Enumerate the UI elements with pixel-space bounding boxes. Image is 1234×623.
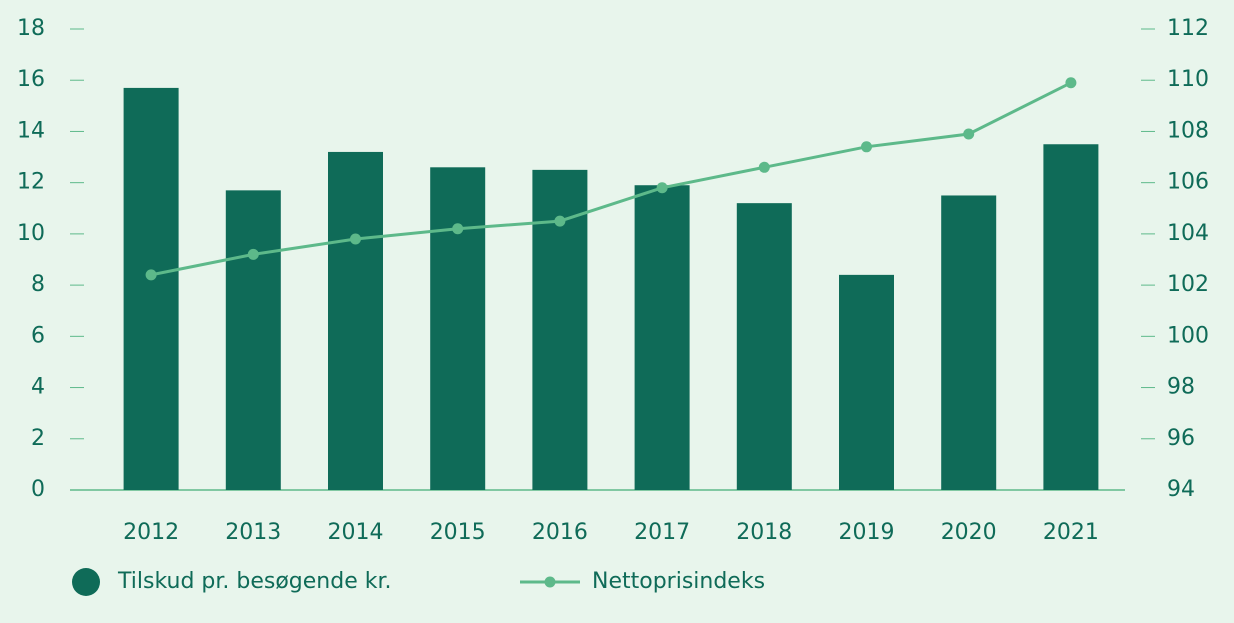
bar [634,185,690,490]
y-tick-label: 12 [17,170,45,195]
x-tick-label: 2013 [225,520,281,545]
y2-tick-label: 112 [1167,16,1209,41]
legend-label: Nettoprisindeks [592,569,765,594]
y-tick-label: 10 [17,221,45,246]
y-tick-label: 14 [17,118,45,143]
line-point [1065,77,1077,89]
y-tick-label: 8 [31,272,45,297]
x-tick-label: 2017 [634,520,690,545]
line-point [350,233,361,245]
line-point [452,223,464,235]
y-tick-label: 18 [17,16,45,41]
line-point [861,141,872,153]
y2-tick-label: 98 [1167,375,1195,400]
line-point [758,161,770,173]
bar [941,195,997,490]
y-tick-label: 16 [17,67,45,92]
bar [328,151,383,490]
bar [430,167,486,491]
y2-tick-label: 110 [1167,67,1209,92]
line-point [554,215,566,227]
y2-tick-label: 96 [1167,426,1195,451]
y2-tick-label: 102 [1167,272,1209,297]
y2-tick-label: 94 [1167,477,1195,502]
line-point [247,248,259,260]
x-tick-label: 2014 [328,520,384,545]
bar [225,190,281,490]
x-tick-label: 2019 [839,520,895,545]
y2-tick-label: 108 [1167,118,1209,143]
bar [1043,144,1099,490]
y2-tick-label: 100 [1167,323,1209,348]
x-tick-label: 2012 [123,520,179,545]
y-tick-label: 4 [31,375,45,400]
y2-tick-label: 104 [1167,221,1209,246]
x-tick-label: 2015 [430,520,486,545]
line [150,81,1072,277]
y-tick-label: 2 [31,426,45,451]
line-point [963,128,975,140]
bar [123,87,179,491]
x-tick-label: 2016 [532,520,588,545]
y-tick-label: 6 [31,323,45,348]
bar [839,274,894,490]
y2-tick-label: 106 [1167,170,1209,195]
x-tick-label: 2021 [1043,520,1099,545]
x-tick-label: 2020 [941,520,997,545]
x-tick-label: 2018 [736,520,792,545]
legend-label: Tilskud pr. besøgende kr. [117,569,392,594]
bar [736,203,792,490]
legend-swatch [72,568,100,596]
line-point [145,269,157,281]
y-tick-label: 0 [31,477,45,502]
legend-swatch-dot [544,576,556,588]
line-point [656,182,668,194]
